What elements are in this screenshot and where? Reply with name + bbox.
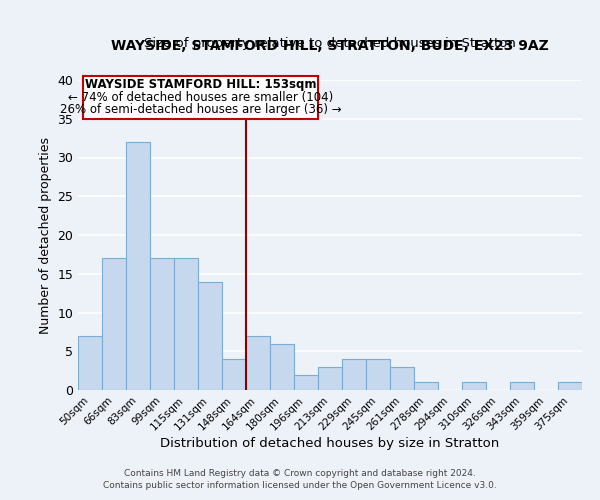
Y-axis label: Number of detached properties: Number of detached properties bbox=[39, 136, 52, 334]
Bar bbox=[510, 382, 534, 390]
Bar bbox=[294, 374, 318, 390]
Bar bbox=[390, 367, 414, 390]
Bar bbox=[270, 344, 294, 390]
Bar bbox=[126, 142, 150, 390]
Text: ← 74% of detached houses are smaller (104): ← 74% of detached houses are smaller (10… bbox=[68, 91, 333, 104]
Text: Contains public sector information licensed under the Open Government Licence v3: Contains public sector information licen… bbox=[103, 481, 497, 490]
Bar bbox=[198, 282, 222, 390]
Bar bbox=[150, 258, 174, 390]
Text: WAYSIDE, STAMFORD HILL, STRATTON, BUDE, EX23 9AZ: WAYSIDE, STAMFORD HILL, STRATTON, BUDE, … bbox=[111, 38, 549, 52]
Bar bbox=[366, 359, 390, 390]
Bar bbox=[318, 367, 342, 390]
Bar bbox=[558, 382, 582, 390]
Bar bbox=[342, 359, 366, 390]
Bar bbox=[246, 336, 270, 390]
Bar bbox=[414, 382, 438, 390]
Text: WAYSIDE STAMFORD HILL: 153sqm: WAYSIDE STAMFORD HILL: 153sqm bbox=[85, 78, 316, 92]
Text: Contains HM Land Registry data © Crown copyright and database right 2024.: Contains HM Land Registry data © Crown c… bbox=[124, 468, 476, 477]
Bar bbox=[102, 258, 126, 390]
Text: 26% of semi-detached houses are larger (36) →: 26% of semi-detached houses are larger (… bbox=[59, 104, 341, 116]
X-axis label: Distribution of detached houses by size in Stratton: Distribution of detached houses by size … bbox=[160, 438, 500, 450]
Bar bbox=[174, 258, 198, 390]
Bar bbox=[462, 382, 486, 390]
Title: Size of property relative to detached houses in Stratton: Size of property relative to detached ho… bbox=[144, 36, 516, 50]
Bar bbox=[222, 359, 246, 390]
Bar bbox=[78, 336, 102, 390]
FancyBboxPatch shape bbox=[83, 76, 318, 118]
